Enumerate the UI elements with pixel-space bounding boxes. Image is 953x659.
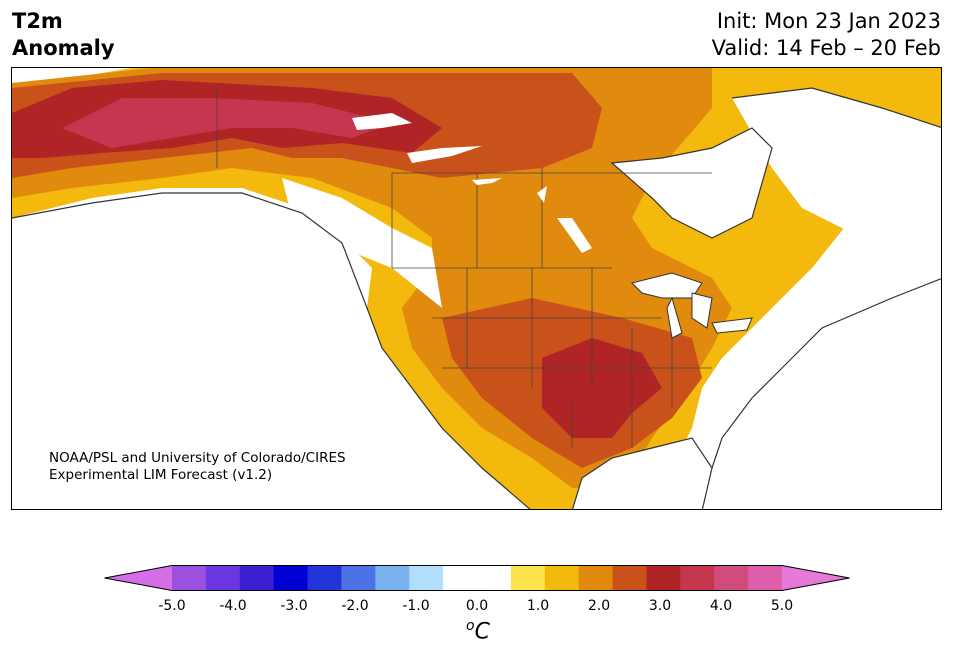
colorbar-swatch [172,565,207,591]
colorbar-swatch [375,565,410,591]
colorbar-extend-low [104,565,172,591]
credit-text: NOAA/PSL and University of Colorado/CIRE… [49,450,346,484]
canadian-lakes [352,113,592,253]
near-zero-region-labrador [732,88,941,268]
colorbar-swatch [307,565,342,591]
ocean-gulf [572,438,712,509]
colorbar-tick-label: 5.0 [770,598,794,614]
great-lakes [631,272,753,339]
colorbar-swatch [578,565,614,591]
colorbar-tick-label: -4.0 [219,598,247,614]
colorbar-swatch [510,565,546,591]
colorbar-swatch [239,565,275,591]
colorbar-swatch [544,565,580,591]
colorbar [104,565,850,591]
anomaly-region-2.5 [12,80,662,438]
colorbar-tick-label: -3.0 [280,598,308,614]
colorbar-swatch [205,565,241,591]
valid-date: Valid: 14 Feb – 20 Feb [711,36,941,60]
credit-line-1: NOAA/PSL and University of Colorado/CIRE… [49,450,346,466]
anomaly-map [11,67,942,510]
ocean-pacific [12,193,530,509]
colorbar-tick-label: 3.0 [648,598,672,614]
credit-line-2: Experimental LIM Forecast (v1.2) [49,467,273,483]
forecast-dates: Init: Mon 23 Jan 2023 Valid: 14 Feb – 20… [712,8,941,62]
colorbar-swatch [409,565,444,591]
colorbar-tick-label: -5.0 [158,598,186,614]
title-line-2: Anomaly [12,36,115,60]
colorbar-tick-label: 0.0 [465,598,489,614]
unit-letter: C [474,619,490,645]
colorbar-extend-high [782,565,850,591]
colorbar-tick-label: 2.0 [587,598,611,614]
chart-title: T2m Anomaly [12,8,115,62]
colorbar-swatch [748,565,783,591]
colorbar-ticks: -5.0 -4.0 -3.0 -2.0 -1.0 0.0 1.0 2.0 3.0 4.0 5.0 [0,598,953,618]
coastlines [12,87,941,509]
colorbar-tick-label: -1.0 [402,598,430,614]
init-date: Init: Mon 23 Jan 2023 [716,9,941,33]
colorbar-swatch [646,565,681,591]
colorbar-swatch [612,565,647,591]
ocean-atlantic [692,278,941,509]
anomaly-region-3.0 [62,98,392,148]
colorbar-swatch [273,565,309,591]
title-line-1: T2m [12,9,63,33]
colorbar-tick-label: -2.0 [341,598,369,614]
colorbar-tick-label: 1.0 [526,598,550,614]
near-zero-region-pnw [282,178,442,308]
political-borders [216,88,712,448]
map-svg [12,68,941,509]
unit-degree: o [466,618,475,634]
colorbar-tick-label: 4.0 [709,598,733,614]
colorbar-swatch [477,565,512,591]
colorbar-swatch [714,565,749,591]
colorbar-swatch [443,565,478,591]
anomaly-region-2.0 [12,73,702,468]
near-zero-region-hudson [612,128,772,238]
colorbar-swatch [341,565,376,591]
colorbar-swatch [680,565,715,591]
colorbar-outline [104,565,850,591]
colorbar-unit: oC [466,618,490,644]
